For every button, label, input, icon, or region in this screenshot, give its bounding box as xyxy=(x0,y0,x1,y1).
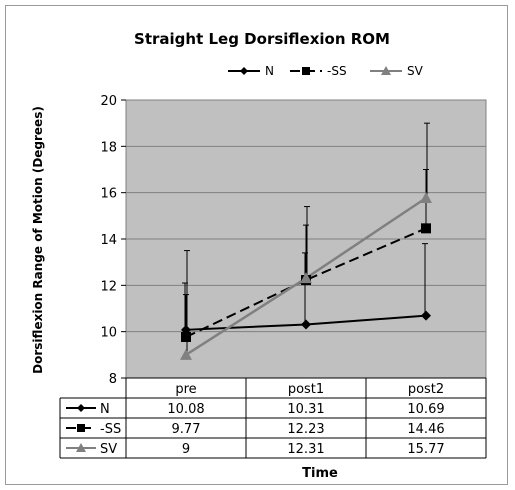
y-tick-label: 20 xyxy=(100,94,117,109)
x-axis-label: Time xyxy=(302,466,338,481)
table-cell-value: 12.31 xyxy=(287,442,324,457)
table-cell-value: 9 xyxy=(182,442,190,457)
data-point-n xyxy=(301,319,311,330)
data-point-sv xyxy=(420,191,432,203)
table-cell-value: 10.69 xyxy=(407,402,444,417)
x-tick-label: post2 xyxy=(408,382,444,397)
data-point-sv xyxy=(300,272,312,284)
data-point-ss xyxy=(181,331,191,342)
x-tick-label: pre xyxy=(175,382,196,397)
legend-label-n: N xyxy=(265,64,274,78)
y-tick-label: 18 xyxy=(100,140,117,155)
table-series-label: N xyxy=(100,402,110,417)
legend: N -SS SV xyxy=(228,64,424,78)
data-point-ss xyxy=(421,223,431,234)
legend-marker-ss xyxy=(302,67,310,75)
legend-marker-sv xyxy=(381,66,391,75)
table-cell-value: 9.77 xyxy=(172,422,201,437)
table-cell-value: 10.31 xyxy=(287,402,324,417)
table-series-label: SV xyxy=(100,442,117,457)
series-markers xyxy=(180,191,432,360)
table-key-marker xyxy=(77,424,85,432)
chart-title: Straight Leg Dorsiflexion ROM xyxy=(134,30,390,48)
series-line-ss xyxy=(185,227,427,338)
error-bars xyxy=(182,122,430,355)
table-cell-value: 15.77 xyxy=(407,442,444,457)
y-axis-ticks: 8 10 12 14 16 18 20 xyxy=(100,94,126,387)
data-table: pre post1 post2 N 10.08 10.31 10.69 -SS 9.77 12.2… xyxy=(59,377,487,459)
x-tick-label: post1 xyxy=(288,382,324,397)
table-cell-value: 12.23 xyxy=(287,422,324,437)
y-tick-label: 16 xyxy=(100,187,117,202)
legend-label-sv: SV xyxy=(407,64,424,78)
legend-label-ss: -SS xyxy=(327,64,347,78)
data-point-sv xyxy=(180,348,192,360)
data-point-n xyxy=(421,310,431,321)
table-cell-value: 10.08 xyxy=(167,402,204,417)
y-axis-label: Dorsiflexion Range of Motion (Degrees) xyxy=(31,106,45,374)
legend-marker-n xyxy=(240,67,248,75)
y-tick-label: 14 xyxy=(100,233,117,248)
y-tick-label: 8 xyxy=(109,372,117,387)
table-key-marker xyxy=(77,404,85,412)
y-tick-label: 12 xyxy=(100,279,117,294)
table-key-marker xyxy=(76,443,86,452)
y-tick-label: 10 xyxy=(100,326,117,341)
table-series-label: -SS xyxy=(100,422,121,437)
table-cell-value: 14.46 xyxy=(407,422,444,437)
